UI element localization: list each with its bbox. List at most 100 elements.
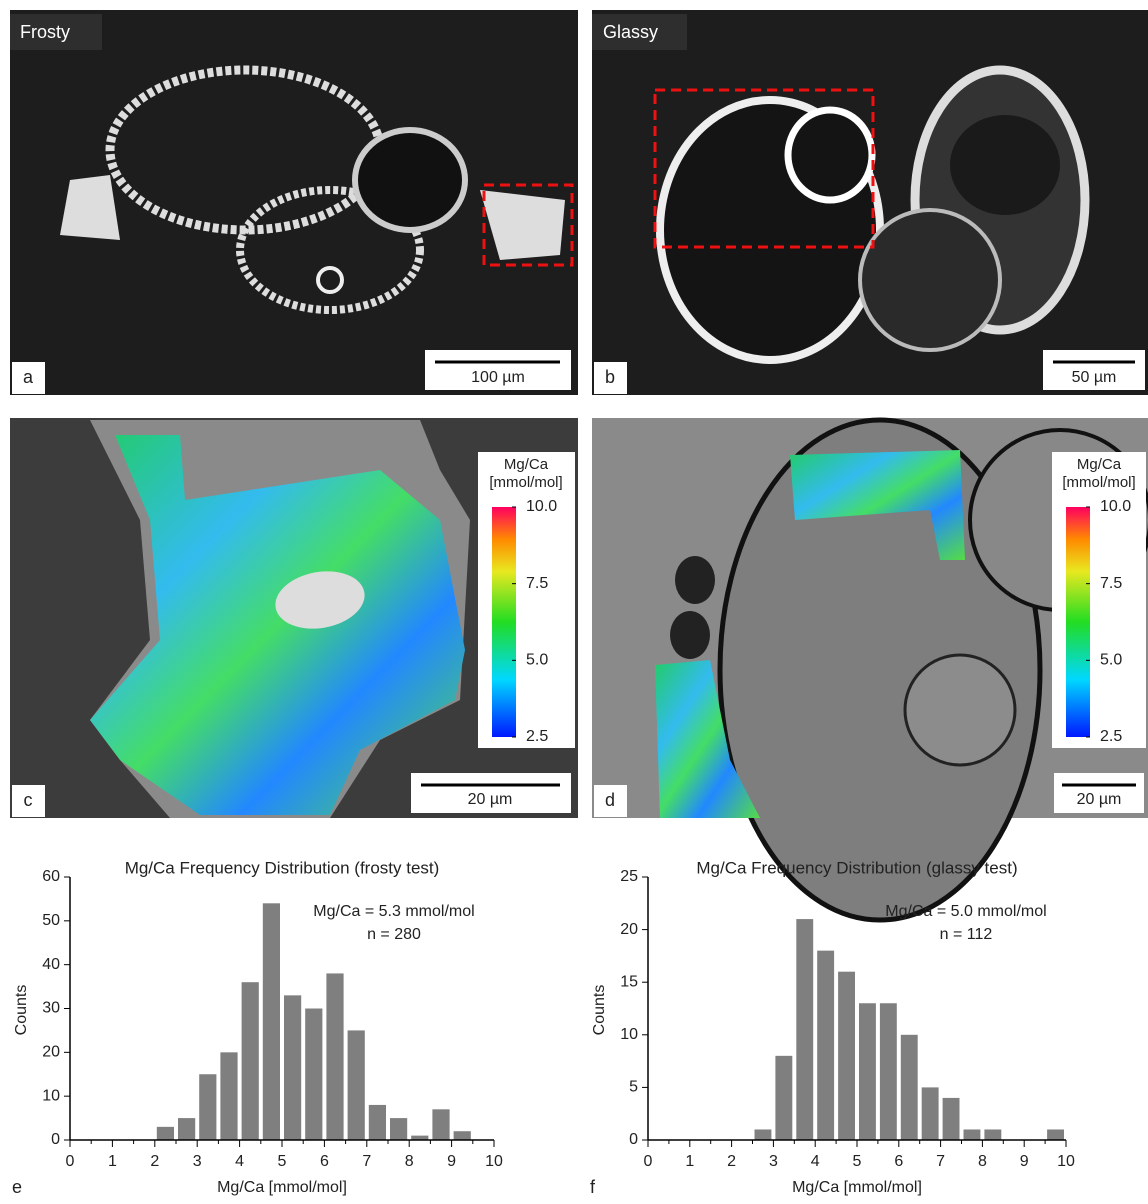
figure: Frosty a 100 µm Glassy b 50 µm Mg/Ca [mm… xyxy=(0,0,1148,1199)
scale-bar: 50 µm xyxy=(1072,369,1117,386)
x-axis-label: Mg/Ca [mmol/mol] xyxy=(792,1179,922,1196)
x-tick-label: 4 xyxy=(235,1153,244,1170)
bar xyxy=(984,1129,1001,1140)
x-tick-label: 0 xyxy=(644,1153,653,1170)
y-tick-label: 5 xyxy=(629,1079,638,1096)
bar xyxy=(326,973,343,1140)
panel-c: Mg/Ca [mmol/mol] c 20 µm xyxy=(10,418,578,818)
x-axis-label: Mg/Ca [mmol/mol] xyxy=(217,1179,347,1196)
bar xyxy=(901,1035,918,1140)
colorbar-tick-label: 7.5 xyxy=(526,575,548,592)
x-tick-label: 10 xyxy=(1057,1153,1075,1170)
scale-bar: 100 µm xyxy=(471,369,525,386)
bar xyxy=(755,1129,772,1140)
colorbar-tick-label: 2.5 xyxy=(526,728,548,745)
bar xyxy=(390,1118,407,1140)
colorbar-title: Mg/Ca xyxy=(504,456,549,473)
bar xyxy=(817,951,834,1140)
x-tick-label: 1 xyxy=(685,1153,694,1170)
x-tick-label: 0 xyxy=(66,1153,75,1170)
bar xyxy=(157,1127,174,1140)
panel-label: e xyxy=(12,1177,22,1197)
bar xyxy=(775,1056,792,1140)
x-tick-label: 1 xyxy=(108,1153,117,1170)
bar xyxy=(220,1052,237,1140)
colorbar-tick-label: 5.0 xyxy=(526,652,548,669)
bar xyxy=(1047,1129,1064,1140)
bar xyxy=(838,972,855,1140)
annotation: n = 112 xyxy=(940,926,993,943)
x-tick-label: 3 xyxy=(193,1153,202,1170)
bar xyxy=(348,1030,365,1140)
annotation: Mg/Ca = 5.0 mmol/mol xyxy=(885,903,1046,920)
y-tick-label: 60 xyxy=(42,868,60,885)
y-tick-label: 30 xyxy=(42,1000,60,1017)
scale-bar: 20 µm xyxy=(468,791,513,808)
bar xyxy=(284,995,301,1140)
y-axis-label: Counts xyxy=(13,985,30,1036)
x-tick-label: 8 xyxy=(978,1153,987,1170)
scale-bar: 20 µm xyxy=(1077,791,1122,808)
panel-b: Glassy b 50 µm xyxy=(592,10,1148,395)
panel-title: Glassy xyxy=(603,22,658,42)
x-tick-label: 9 xyxy=(447,1153,456,1170)
colorbar-tick-label: 2.5 xyxy=(1100,728,1122,745)
y-tick-label: 0 xyxy=(51,1131,60,1148)
chart-title: Mg/Ca Frequency Distribution (glassy tes… xyxy=(696,858,1017,877)
y-axis-label: Counts xyxy=(591,985,608,1036)
x-tick-label: 4 xyxy=(811,1153,820,1170)
y-tick-label: 25 xyxy=(620,868,638,885)
panel-title: Frosty xyxy=(20,22,70,42)
bar xyxy=(943,1098,960,1140)
bar xyxy=(454,1131,471,1140)
panel-label: f xyxy=(590,1177,596,1197)
bar xyxy=(178,1118,195,1140)
chart-title: Mg/Ca Frequency Distribution (frosty tes… xyxy=(125,858,440,877)
bar xyxy=(922,1087,939,1140)
panel-label: a xyxy=(23,367,34,387)
y-tick-label: 40 xyxy=(42,956,60,973)
colorbar-tick-label: 5.0 xyxy=(1100,652,1122,669)
panel-label: b xyxy=(605,367,615,387)
y-tick-label: 20 xyxy=(42,1044,60,1061)
x-tick-label: 10 xyxy=(485,1153,503,1170)
colorbar-title: Mg/Ca xyxy=(1077,456,1122,473)
x-tick-label: 3 xyxy=(769,1153,778,1170)
colorbar-unit: [mmol/mol] xyxy=(489,474,562,491)
x-tick-label: 5 xyxy=(278,1153,287,1170)
colorbar-tick-label: 10.0 xyxy=(1100,498,1131,515)
x-tick-label: 2 xyxy=(150,1153,159,1170)
x-tick-label: 7 xyxy=(362,1153,371,1170)
panel-label: c xyxy=(24,790,33,810)
bar xyxy=(369,1105,386,1140)
bar xyxy=(964,1129,981,1140)
bar xyxy=(242,982,259,1140)
x-tick-label: 7 xyxy=(936,1153,945,1170)
panel-label: d xyxy=(605,790,615,810)
x-tick-label: 6 xyxy=(320,1153,329,1170)
x-tick-label: 5 xyxy=(853,1153,862,1170)
panel-d: Mg/Ca [mmol/mol] d 20 µm xyxy=(592,418,1148,920)
colorbar-unit: [mmol/mol] xyxy=(1062,474,1135,491)
bar xyxy=(859,1003,876,1140)
bar xyxy=(263,903,280,1140)
y-tick-label: 10 xyxy=(620,1026,638,1043)
x-tick-label: 9 xyxy=(1020,1153,1029,1170)
y-tick-label: 15 xyxy=(620,973,638,990)
x-tick-label: 8 xyxy=(405,1153,414,1170)
bar xyxy=(432,1109,449,1140)
x-tick-label: 2 xyxy=(727,1153,736,1170)
bar xyxy=(796,919,813,1140)
colorbar-tick-label: 7.5 xyxy=(1100,575,1122,592)
y-tick-label: 50 xyxy=(42,912,60,929)
x-tick-label: 6 xyxy=(894,1153,903,1170)
panel-a: Frosty a 100 µm xyxy=(10,10,578,395)
y-tick-label: 0 xyxy=(629,1131,638,1148)
colorbar-tick-label: 10.0 xyxy=(526,498,557,515)
annotation: Mg/Ca = 5.3 mmol/mol xyxy=(313,903,474,920)
bar xyxy=(199,1074,216,1140)
annotation: n = 280 xyxy=(367,926,421,943)
bar xyxy=(880,1003,897,1140)
bar xyxy=(305,1009,322,1141)
y-tick-label: 20 xyxy=(620,921,638,938)
